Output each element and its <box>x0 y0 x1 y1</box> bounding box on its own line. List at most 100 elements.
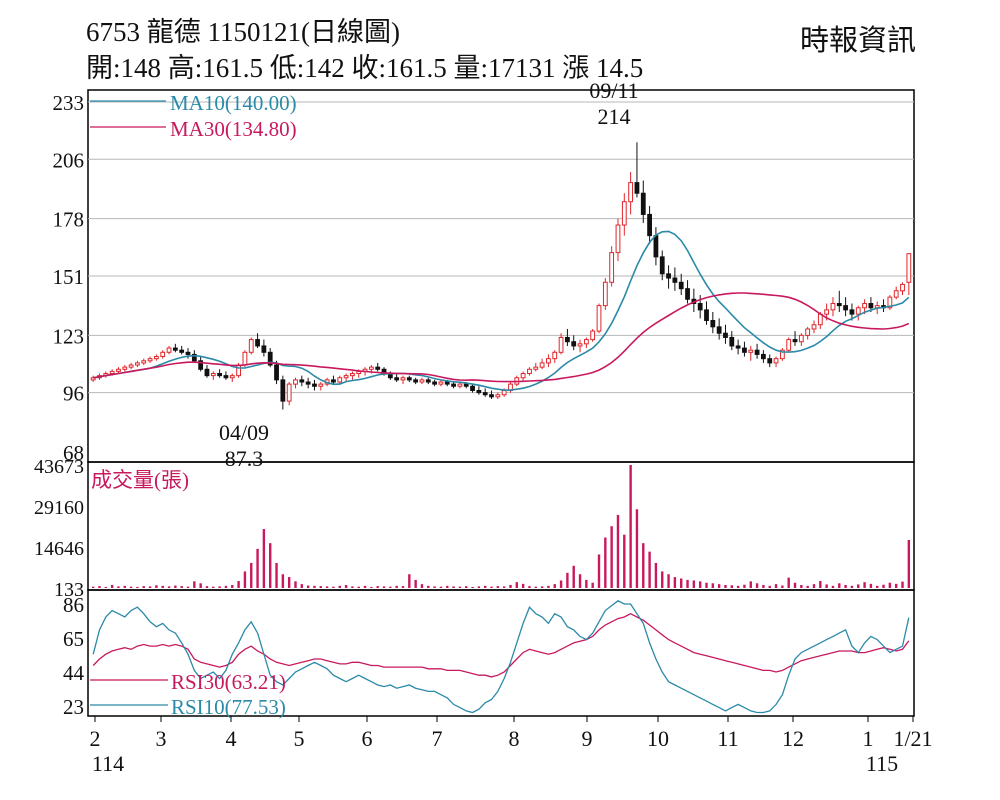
rsi30-line <box>92 612 910 678</box>
candle-body <box>792 339 798 343</box>
volume-bar <box>243 571 247 588</box>
candle-body <box>647 213 652 237</box>
volume-bar <box>686 579 689 588</box>
high-annotation: 09/11 214 <box>589 78 638 129</box>
candle-body <box>476 389 482 394</box>
volume-bar <box>591 582 594 588</box>
candle-body <box>457 383 463 387</box>
volume-bar <box>629 465 632 588</box>
volume-bar <box>838 583 841 588</box>
candle-body <box>166 347 172 353</box>
volume-bar <box>724 584 727 588</box>
candle-body <box>400 377 406 381</box>
candle-body <box>602 281 608 307</box>
candle-body <box>217 373 223 377</box>
volume-bar <box>250 562 253 588</box>
candle-body <box>564 336 570 343</box>
candle-body <box>286 383 292 402</box>
volume-bar <box>382 586 386 588</box>
volume-bar <box>901 581 904 588</box>
candle-body <box>122 366 128 370</box>
candle-body <box>577 343 583 347</box>
candle-body <box>147 358 153 362</box>
volume-bar <box>477 586 481 588</box>
volume-bar <box>831 585 835 588</box>
rsi-tick-label: 86 <box>63 593 84 617</box>
volume-bar <box>572 565 575 588</box>
candle-body <box>742 347 747 353</box>
volume-bar <box>376 586 379 588</box>
candle-body <box>710 319 716 328</box>
volume-bar <box>325 586 329 588</box>
x-tick-label: 8 <box>509 726 520 751</box>
candle-body <box>527 368 532 375</box>
volume-bar <box>142 586 145 588</box>
candle-body <box>596 305 602 332</box>
candle-body <box>451 383 456 387</box>
candle-body <box>274 364 279 381</box>
price-tick-label: 233 <box>53 91 85 115</box>
rsi-tick-label: 23 <box>63 695 84 719</box>
candle-body <box>849 309 855 315</box>
candle-body <box>533 366 539 370</box>
volume-bar <box>793 582 797 588</box>
candle-body <box>893 290 899 298</box>
volume-bar <box>800 584 803 588</box>
volume-bar <box>585 579 588 588</box>
candle-body <box>337 377 343 383</box>
volume-bar <box>483 585 487 588</box>
volume-bar <box>692 580 696 588</box>
volume-bar <box>850 585 854 588</box>
volume-bar <box>597 554 601 588</box>
candle-body <box>735 345 741 349</box>
candle-body <box>242 351 248 366</box>
volume-bar <box>408 574 411 588</box>
volume-bar <box>610 526 613 588</box>
price-tick-label: 96 <box>63 382 84 406</box>
candle-body <box>640 192 646 215</box>
candle-body <box>153 356 159 360</box>
volume-bar <box>180 586 183 588</box>
candle-body <box>191 353 197 362</box>
x-tick-label: 12 <box>782 726 804 751</box>
volume-bar <box>433 586 436 588</box>
candle-body <box>470 385 475 391</box>
volume-bar <box>863 582 866 588</box>
rsi10-line <box>92 600 910 714</box>
candle-body <box>501 389 507 396</box>
candle-body <box>779 349 785 360</box>
source-label: 時報資訊 <box>799 25 916 57</box>
volume-bar <box>894 583 898 588</box>
candle-body <box>767 358 773 364</box>
candle-body <box>634 182 640 194</box>
candle-body <box>906 253 912 283</box>
candle-body <box>375 366 381 370</box>
candle-body <box>248 339 254 353</box>
volume-bar <box>559 580 563 588</box>
volume-bar <box>825 584 828 588</box>
rsi-tick-label: 44 <box>63 661 85 685</box>
volume-bar <box>319 586 322 588</box>
x-tick-label: 1/21 <box>893 726 932 751</box>
candle-body <box>672 277 678 283</box>
volume-bar <box>439 586 443 588</box>
candle-body <box>432 381 438 385</box>
candle-body <box>204 368 210 377</box>
chart-title: 6753 龍德 1150121(日線圖) <box>86 17 400 47</box>
volume-bar <box>275 562 278 588</box>
candle-body <box>495 394 501 398</box>
candle-body <box>862 303 867 309</box>
candle-body <box>280 379 286 402</box>
high-date-label: 09/11 <box>589 78 638 103</box>
candle-body <box>546 358 551 364</box>
candle-body <box>419 379 425 383</box>
volume-bar <box>117 586 120 588</box>
volume-bar <box>458 586 462 588</box>
candle-body <box>229 375 235 379</box>
volume-bar <box>515 582 519 588</box>
volume-bar <box>205 586 209 588</box>
volume-bar <box>161 585 164 588</box>
volume-bar <box>705 582 708 588</box>
candle-body <box>90 377 96 381</box>
volume-tick-label: 14646 <box>34 538 84 560</box>
